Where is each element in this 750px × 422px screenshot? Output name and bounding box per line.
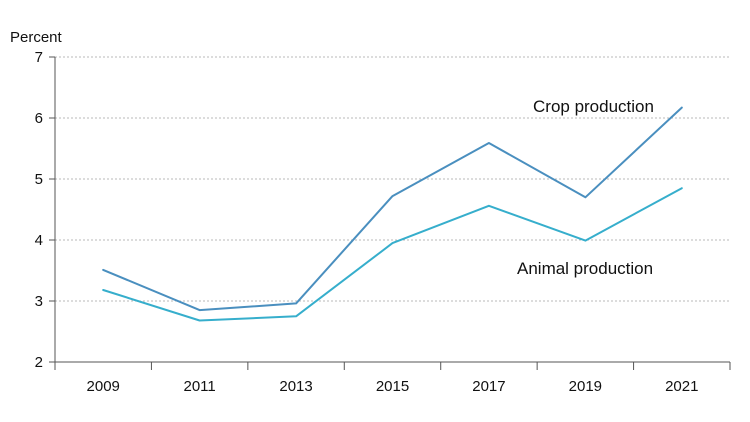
x-tick-label: 2013 [279,378,312,395]
y-tick-label: 6 [35,110,43,127]
x-tick-label: 2015 [376,378,409,395]
x-tick-label: 2019 [569,378,602,395]
x-tick-label: 2021 [665,378,698,395]
y-tick-label: 2 [35,354,43,371]
y-tick-label: 7 [35,49,43,66]
series-line-animal-production [102,187,683,322]
x-tick-label: 2009 [87,378,120,395]
y-axis-title: Percent [10,29,63,46]
y-ticks: 2 3 4 5 6 7 [35,49,55,371]
series-label-crop-production: Crop production [533,97,654,116]
y-tick-label: 5 [35,171,43,188]
series-label-animal-production: Animal production [517,259,653,278]
x-tick-label: 2017 [472,378,505,395]
gridlines [55,56,730,302]
y-tick-label: 4 [35,232,43,249]
axes [54,57,730,363]
x-tick-label: 2011 [184,378,216,395]
series [102,106,683,322]
x-ticks: 2009 2011 2013 2015 2017 2019 2021 [54,362,731,395]
y-tick-label: 3 [35,293,43,310]
series-line-crop-production [102,106,683,312]
